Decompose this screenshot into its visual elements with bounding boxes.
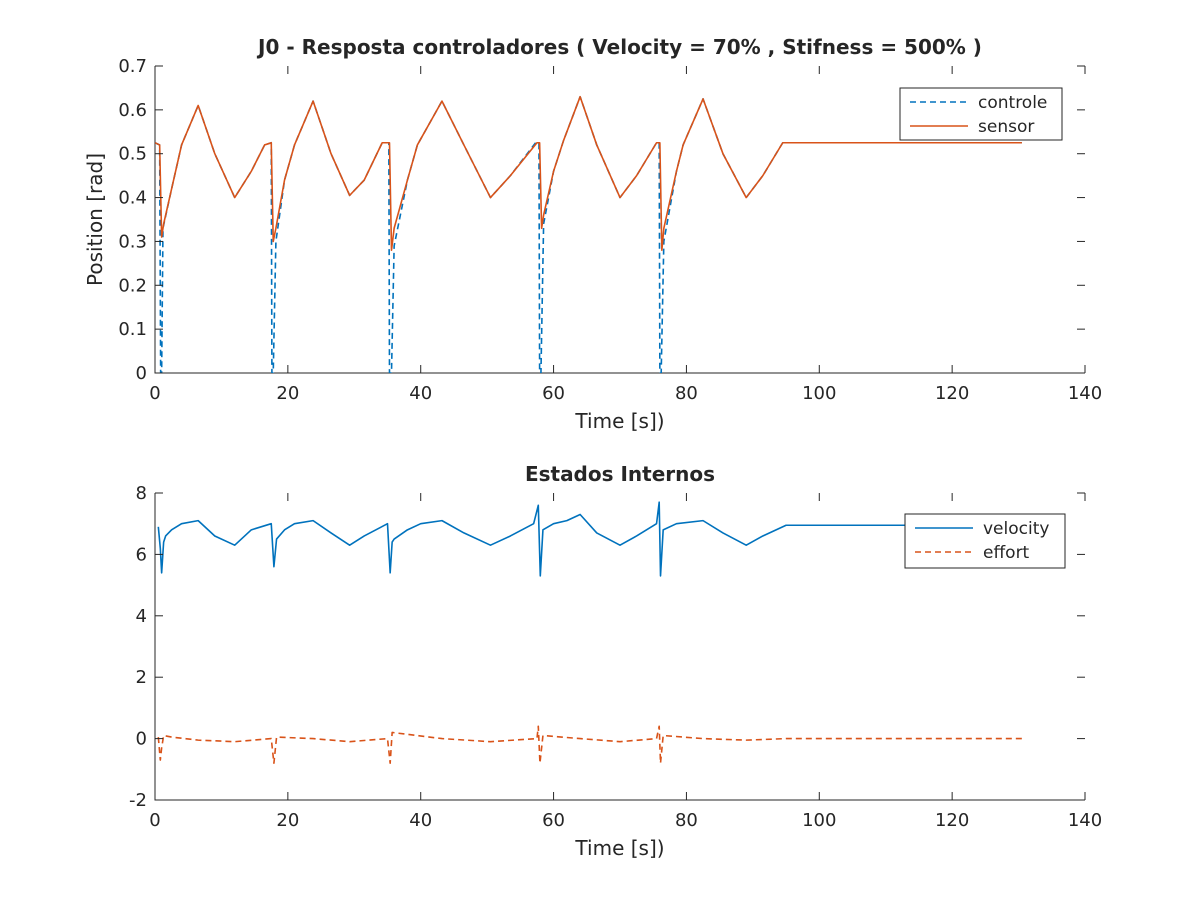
internal-states-legend-label-velocity: velocity bbox=[983, 519, 1049, 539]
internal-states-title: Estados Internos bbox=[525, 462, 715, 486]
position-x-tick-label: 40 bbox=[409, 383, 432, 404]
internal-states-x-axis-label: Time [s]) bbox=[574, 836, 664, 860]
internal-states-y-tick-label: 8 bbox=[136, 483, 147, 504]
internal-states-x-tick-label: 60 bbox=[542, 810, 565, 831]
internal-states-y-tick-label: 0 bbox=[136, 729, 147, 750]
internal-states-x-tick-label: 100 bbox=[802, 810, 836, 831]
internal-states-x-tick-label: 0 bbox=[149, 810, 160, 831]
position-x-axis-label: Time [s]) bbox=[574, 409, 664, 433]
internal-states-x-tick-label: 120 bbox=[935, 810, 969, 831]
internal-states-x-tick-label: 80 bbox=[675, 810, 698, 831]
position-x-tick-label: 60 bbox=[542, 383, 565, 404]
position-y-axis-label: Position [rad] bbox=[83, 153, 107, 286]
internal-states-series-group bbox=[157, 501, 1022, 764]
internal-states-legend: velocity effort bbox=[904, 513, 1066, 569]
position-series-group bbox=[155, 95, 1022, 373]
position-y-tick-label: 0.7 bbox=[118, 56, 147, 77]
position-plot: J0 - Resposta controladores ( Velocity =… bbox=[83, 35, 1102, 433]
position-x-tick-label: 140 bbox=[1068, 383, 1102, 404]
position-y-tick-label: 0.6 bbox=[118, 100, 147, 121]
position-y-tick-label: 0.5 bbox=[118, 144, 147, 165]
position-title: J0 - Resposta controladores ( Velocity =… bbox=[256, 35, 982, 59]
internal-states-y-tick-label: 2 bbox=[136, 667, 147, 688]
position-legend-label-controle: controle bbox=[978, 93, 1047, 113]
internal-states-series-effort bbox=[157, 725, 1022, 764]
internal-states-x-tick-label: 20 bbox=[276, 810, 299, 831]
position-y-tick-label: 0.3 bbox=[118, 231, 147, 252]
position-legend-label-sensor: sensor bbox=[978, 117, 1034, 137]
position-y-tick-label: 0 bbox=[136, 363, 147, 384]
position-y-tick-label: 0.1 bbox=[118, 319, 147, 340]
position-x-tick-label: 0 bbox=[149, 383, 160, 404]
position-x-tick-label: 100 bbox=[802, 383, 836, 404]
position-x-tick-label: 120 bbox=[935, 383, 969, 404]
internal-states-legend-label-effort: effort bbox=[983, 543, 1030, 563]
position-legend: controle sensor bbox=[899, 87, 1063, 141]
internal-states-x-tick-label: 140 bbox=[1068, 810, 1102, 831]
internal-states-x-tick-label: 40 bbox=[409, 810, 432, 831]
position-series-sensor bbox=[155, 95, 1022, 251]
position-x-tick-label: 20 bbox=[276, 383, 299, 404]
internal-states-y-tick-label: 4 bbox=[136, 606, 147, 627]
internal-states-legend-box bbox=[904, 513, 1066, 569]
position-y-tick-label: 0.4 bbox=[118, 188, 147, 209]
internal-states-series-velocity bbox=[157, 501, 1022, 577]
position-legend-box bbox=[899, 87, 1063, 141]
position-x-tick-label: 80 bbox=[675, 383, 698, 404]
internal-states-y-tick-label: -2 bbox=[129, 790, 147, 811]
internal-states-y-tick-label: 6 bbox=[136, 544, 147, 565]
position-y-tick-label: 0.2 bbox=[118, 275, 147, 296]
